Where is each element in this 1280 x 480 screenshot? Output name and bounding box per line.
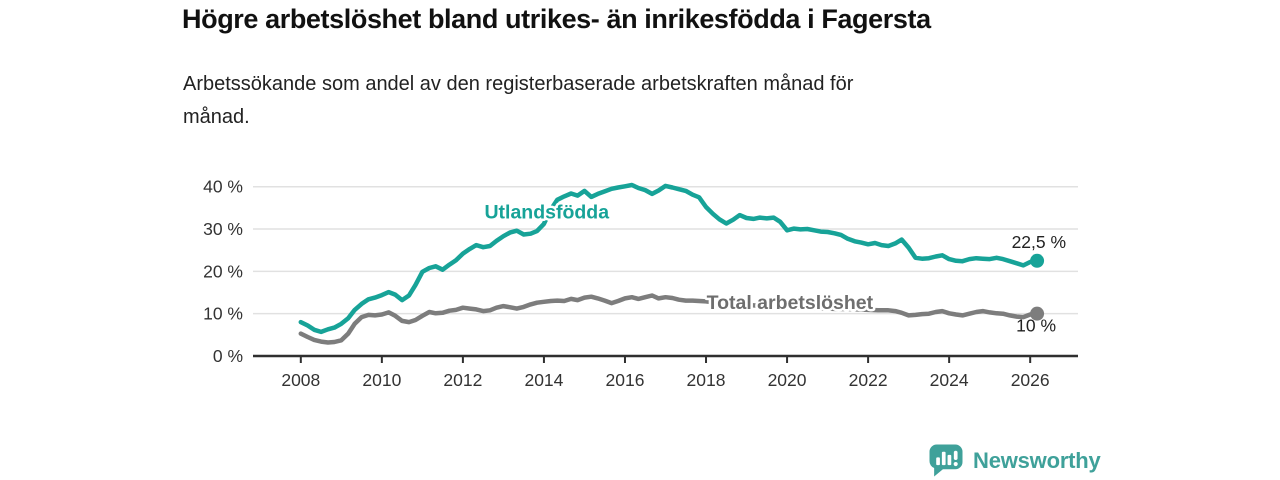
x-tick-label: 2016 — [606, 370, 645, 390]
series-label: Utlandsfödda — [484, 202, 609, 224]
subtitle-line: månad. — [183, 106, 250, 128]
page-title: Högre arbetslöshet bland utrikes- än inr… — [182, 4, 931, 34]
logo-exclamation-bar — [953, 450, 958, 460]
logo-bar-small — [936, 457, 940, 466]
series-end-dot — [1030, 253, 1045, 268]
series-end-value-label: 10 % — [1016, 316, 1056, 336]
subtitle-line: Arbetssökande som andel av den registerb… — [183, 73, 854, 95]
x-tick-label: 2008 — [281, 370, 320, 390]
brand-name: Newsworthy — [973, 447, 1101, 473]
y-tick-label: 10 % — [203, 304, 243, 324]
newsworthy-logo-icon — [929, 444, 963, 477]
y-tick-label: 30 % — [203, 219, 243, 239]
logo-bar-tall — [941, 451, 946, 466]
series-end-dot — [1030, 306, 1045, 321]
newsworthy-logo[interactable]: Newsworthy — [928, 444, 1101, 477]
x-tick-label: 2010 — [362, 370, 401, 390]
x-tick-label: 2024 — [930, 370, 969, 390]
logo-bar-medium — [947, 454, 952, 466]
x-tick-label: 2012 — [443, 370, 482, 390]
x-tick-label: 2022 — [849, 370, 888, 390]
y-tick-label: 0 % — [213, 346, 243, 366]
logo-exclamation-dot — [953, 461, 958, 467]
series-label: Total arbetslöshet — [707, 292, 874, 314]
chart-subtitle: Arbetssökande som andel av den registerb… — [183, 68, 853, 134]
y-tick-label: 20 % — [203, 261, 243, 281]
x-tick-label: 2026 — [1011, 370, 1050, 390]
y-tick-label: 40 % — [203, 177, 243, 197]
series-line-total-arbetsl-shet — [298, 293, 1040, 345]
series-line-utlandsf-dda — [298, 182, 1040, 335]
x-tick-label: 2020 — [768, 370, 807, 390]
unemployment-line-chart: 0 % 10 % 20 % 30 % 40 % 2008 2010 2012 2014 2016 2… — [203, 177, 1078, 390]
x-tick-label: 2014 — [524, 370, 563, 390]
series-end-value-label: 22,5 % — [1012, 232, 1066, 252]
x-tick-label: 2018 — [687, 370, 726, 390]
